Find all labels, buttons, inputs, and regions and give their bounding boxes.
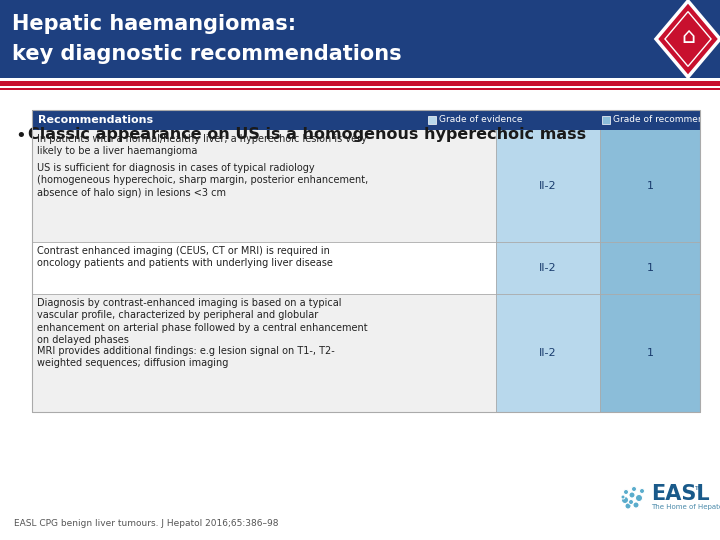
Text: Hepatic haemangiomas:: Hepatic haemangiomas: (12, 14, 296, 34)
Bar (496, 130, 600, 242)
Circle shape (633, 502, 639, 508)
Bar (602, 116, 610, 124)
Text: II-2: II-2 (539, 348, 557, 358)
Text: TM: TM (694, 485, 702, 490)
Bar (496, 294, 600, 412)
Circle shape (629, 500, 634, 504)
Text: Diagnosis by contrast-enhanced imaging is based on a typical
vascular profile, c: Diagnosis by contrast-enhanced imaging i… (37, 298, 368, 345)
Bar (0, 81, 720, 86)
Circle shape (629, 492, 635, 498)
Text: Recommendations: Recommendations (38, 115, 153, 125)
Bar (0, 88, 720, 90)
Bar (600, 130, 700, 242)
Circle shape (631, 487, 636, 491)
Text: EASL CPG benign liver tumours. J Hepatol 2016;65:386–98: EASL CPG benign liver tumours. J Hepatol… (14, 519, 279, 528)
Bar (428, 116, 436, 124)
Bar (32, 130, 496, 242)
Text: Grade of recommenda: Grade of recommenda (613, 116, 715, 125)
Bar (496, 242, 600, 294)
Circle shape (636, 495, 642, 502)
Circle shape (639, 489, 644, 494)
Polygon shape (656, 1, 720, 77)
Text: In patients with a normal/healthy liver, a hyperechoic lesion is very
likely to : In patients with a normal/healthy liver,… (37, 134, 367, 157)
Text: 1: 1 (647, 348, 654, 358)
Circle shape (625, 503, 631, 509)
Bar (0, 0, 720, 78)
Bar (32, 294, 496, 412)
Bar (600, 242, 700, 294)
Text: II-2: II-2 (539, 181, 557, 191)
Bar (32, 110, 700, 412)
Text: ⌂: ⌂ (681, 27, 695, 47)
Text: US is sufficient for diagnosis in cases of typical radiology
(homogeneous hypere: US is sufficient for diagnosis in cases … (37, 163, 368, 198)
Text: Grade of evidence: Grade of evidence (439, 116, 523, 125)
Bar (600, 294, 700, 412)
Circle shape (621, 496, 629, 503)
Text: II-2: II-2 (539, 263, 557, 273)
Text: key diagnostic recommendations: key diagnostic recommendations (12, 44, 402, 64)
Bar (32, 110, 700, 130)
Text: MRI provides additional findings: e.g lesion signal on T1-, T2-
weighted sequenc: MRI provides additional findings: e.g le… (37, 346, 335, 368)
Text: EASL: EASL (651, 484, 710, 504)
Text: 1: 1 (647, 263, 654, 273)
Text: •: • (15, 127, 26, 145)
Text: Classic appearance on US is a homogenous hyperechoic mass: Classic appearance on US is a homogenous… (28, 127, 586, 142)
Text: The Home of Hepatology: The Home of Hepatology (651, 504, 720, 510)
Circle shape (621, 495, 625, 499)
Text: 1: 1 (647, 181, 654, 191)
Bar (32, 242, 496, 294)
Text: Contrast enhanced imaging (CEUS, CT or MRI) is required in
oncology patients and: Contrast enhanced imaging (CEUS, CT or M… (37, 246, 333, 268)
Circle shape (624, 489, 629, 495)
Bar (0, 78, 720, 80)
